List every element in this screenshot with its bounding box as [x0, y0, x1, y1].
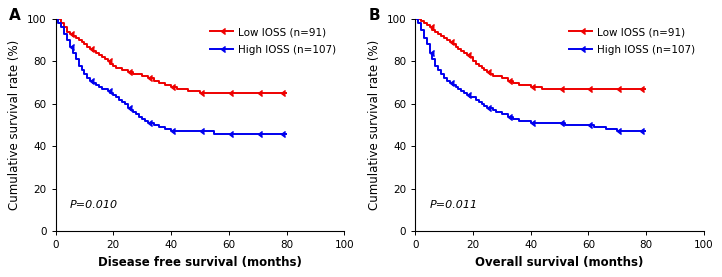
Text: B: B: [369, 8, 380, 23]
Text: P=0.011: P=0.011: [430, 200, 478, 210]
Legend: Low IOSS (n=91), High IOSS (n=107): Low IOSS (n=91), High IOSS (n=107): [206, 24, 339, 58]
X-axis label: Disease free survival (months): Disease free survival (months): [98, 256, 302, 269]
X-axis label: Overall survival (months): Overall survival (months): [475, 256, 644, 269]
Legend: Low IOSS (n=91), High IOSS (n=107): Low IOSS (n=91), High IOSS (n=107): [566, 24, 699, 58]
Y-axis label: Cumulative survival rate (%): Cumulative survival rate (%): [9, 40, 22, 210]
Text: A: A: [9, 8, 21, 23]
Text: P=0.010: P=0.010: [70, 200, 118, 210]
Y-axis label: Cumulative survival rate (%): Cumulative survival rate (%): [368, 40, 381, 210]
